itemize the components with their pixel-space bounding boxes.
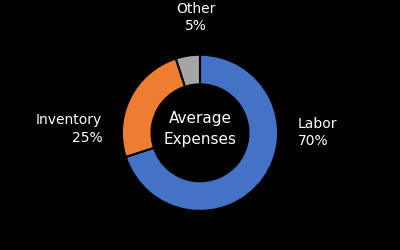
Text: Average
Expenses: Average Expenses: [164, 111, 236, 147]
Text: Labor
70%: Labor 70%: [298, 117, 337, 148]
Wedge shape: [176, 55, 200, 87]
Wedge shape: [126, 55, 278, 211]
Text: Other
5%: Other 5%: [176, 2, 216, 33]
Wedge shape: [122, 58, 185, 157]
Text: Inventory
25%: Inventory 25%: [36, 113, 102, 144]
